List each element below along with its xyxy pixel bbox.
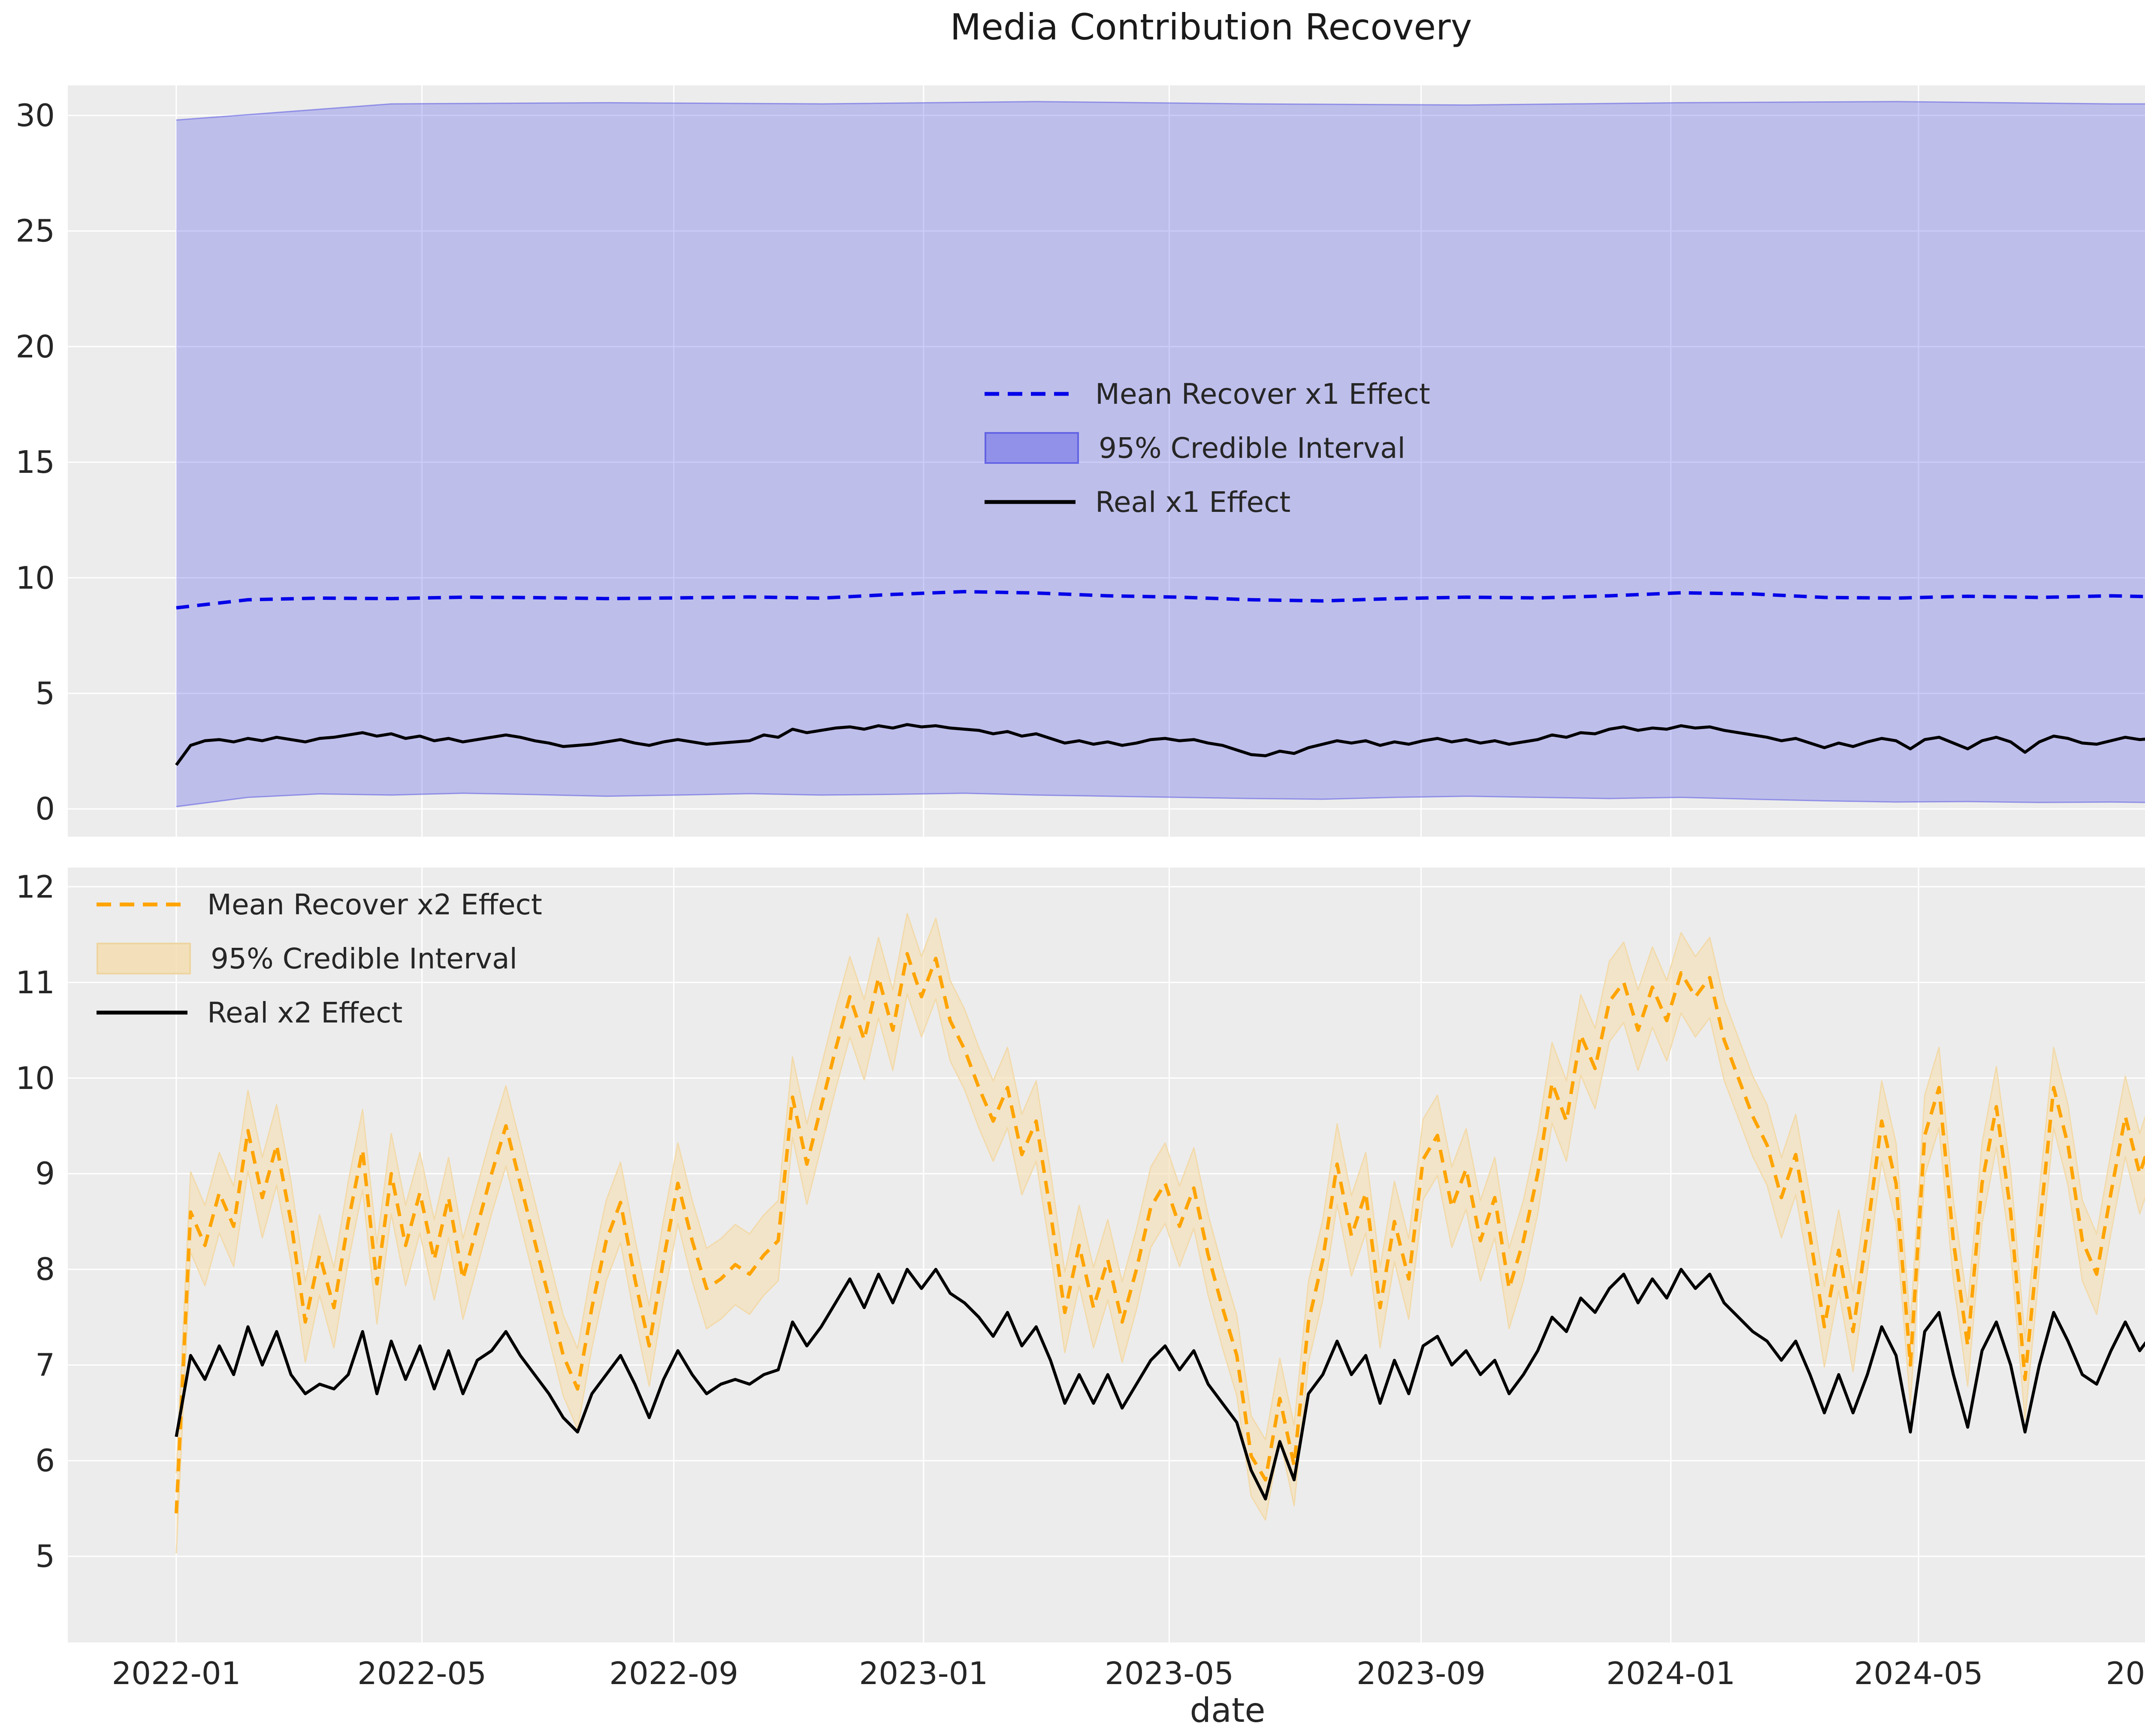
gridlines — [68, 85, 2145, 837]
y-tick-label: 15 — [15, 444, 55, 481]
band-lower-edge — [175, 993, 2145, 1554]
panel-bottom — [68, 868, 2145, 1642]
y-tick-label: 0 — [35, 791, 55, 827]
y-tick-label: 8 — [35, 1251, 55, 1288]
x-tick-label: 2024-09 — [2106, 1655, 2145, 1691]
y-tick-label: 25 — [15, 213, 55, 249]
dashed-line-swatch — [97, 892, 187, 917]
legend-label: Real x1 Effect — [1095, 485, 1291, 519]
y-tick-label: 10 — [15, 1060, 55, 1096]
dashed-line-swatch — [985, 381, 1076, 407]
legend-label: 95% Credible Interval — [211, 942, 517, 975]
y-tick-label: 11 — [15, 964, 55, 1001]
axes-background — [68, 85, 2145, 837]
x-tick-label: 2022-05 — [357, 1655, 487, 1691]
solid-line-swatch — [985, 489, 1076, 515]
band-upper-edge — [176, 101, 2145, 121]
real-effect-line-top — [175, 723, 2145, 766]
y-tick-label: 12 — [15, 868, 55, 905]
y-tick-label: 6 — [35, 1443, 55, 1479]
y-tick-label: 9 — [35, 1155, 55, 1192]
mean-recover-line-top — [176, 590, 2145, 610]
chart-title: Media Contribution Recovery — [950, 6, 1472, 48]
y-tick-label: 7 — [35, 1347, 55, 1383]
x-tick-label: 2023-09 — [1356, 1655, 1486, 1691]
legend-label: Mean Recover x2 Effect — [207, 888, 542, 921]
legend-label: Mean Recover x1 Effect — [1095, 377, 1430, 411]
credible-interval-band — [176, 101, 2145, 807]
panel-top — [68, 85, 2145, 837]
credible-interval-swatch — [97, 943, 191, 974]
real-effect-line-bottom — [175, 1267, 2145, 1501]
legend-item: Real x2 Effect — [97, 993, 542, 1032]
x-tick-label: 2023-05 — [1105, 1655, 1234, 1691]
x-tick-label: 2024-05 — [1854, 1655, 1983, 1691]
legend-item: Mean Recover x2 Effect — [97, 885, 542, 924]
y-tick-label: 10 — [15, 560, 55, 596]
legend-top-panel: Mean Recover x1 Effect 95% Credible Inter… — [985, 374, 1430, 522]
solid-line-swatch — [97, 1000, 187, 1025]
band-upper-edge — [175, 913, 2145, 1473]
y-tick-label: 30 — [15, 97, 55, 134]
x-tick-label: 2022-01 — [112, 1655, 241, 1691]
legend-label: Real x2 Effect — [207, 996, 403, 1029]
legend-label: 95% Credible Interval — [1099, 431, 1405, 465]
legend-item: Mean Recover x1 Effect — [985, 374, 1430, 414]
x-tick-label: 2022-09 — [609, 1655, 739, 1691]
x-axis-label: date — [1190, 1691, 1266, 1730]
mean-recover-line-bottom — [174, 952, 2145, 1514]
x-tick-label: 2023-01 — [859, 1655, 988, 1691]
y-tick-label: 5 — [35, 675, 55, 711]
x-tick-label: 2024-01 — [1606, 1655, 1736, 1691]
y-tick-label: 5 — [35, 1538, 55, 1575]
credible-interval-swatch — [985, 432, 1079, 464]
legend-bottom-panel: Mean Recover x2 Effect 95% Credible Inter… — [97, 885, 542, 1032]
band-lower-edge — [176, 792, 2145, 808]
legend-item: Real x1 Effect — [985, 482, 1430, 522]
legend-item: 95% Credible Interval — [97, 939, 542, 978]
legend-item: 95% Credible Interval — [985, 428, 1430, 468]
y-tick-label: 20 — [15, 328, 55, 365]
